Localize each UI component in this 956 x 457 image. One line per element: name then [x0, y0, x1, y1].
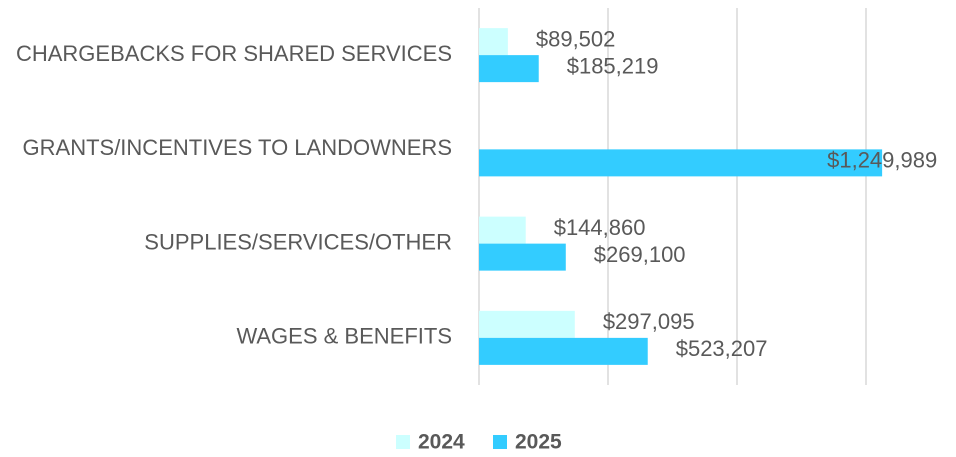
category-label: WAGES & BENEFITS — [236, 324, 452, 349]
legend-swatch — [493, 435, 507, 449]
bar — [479, 243, 566, 271]
bar — [479, 55, 539, 83]
bar — [479, 149, 883, 177]
value-label: $269,100 — [594, 242, 686, 267]
value-label: $523,207 — [676, 336, 768, 361]
value-label: $185,219 — [567, 53, 659, 78]
legend-label: 2025 — [515, 431, 562, 454]
value-label: $1,249,989 — [827, 148, 937, 173]
value-label: $144,860 — [554, 215, 646, 240]
category-label: CHARGEBACKS FOR SHARED SERVICES — [16, 41, 452, 66]
bar — [479, 28, 508, 56]
bar — [479, 216, 526, 244]
value-label: $297,095 — [603, 309, 695, 334]
value-label: $89,502 — [536, 26, 616, 51]
legend-swatch — [396, 435, 410, 449]
bar — [479, 337, 648, 365]
category-label: SUPPLIES/SERVICES/OTHER — [144, 229, 452, 254]
bar — [479, 310, 575, 338]
category-label: GRANTS/INCENTIVES TO LANDOWNERS — [23, 135, 452, 160]
legend-label: 2024 — [418, 431, 465, 454]
